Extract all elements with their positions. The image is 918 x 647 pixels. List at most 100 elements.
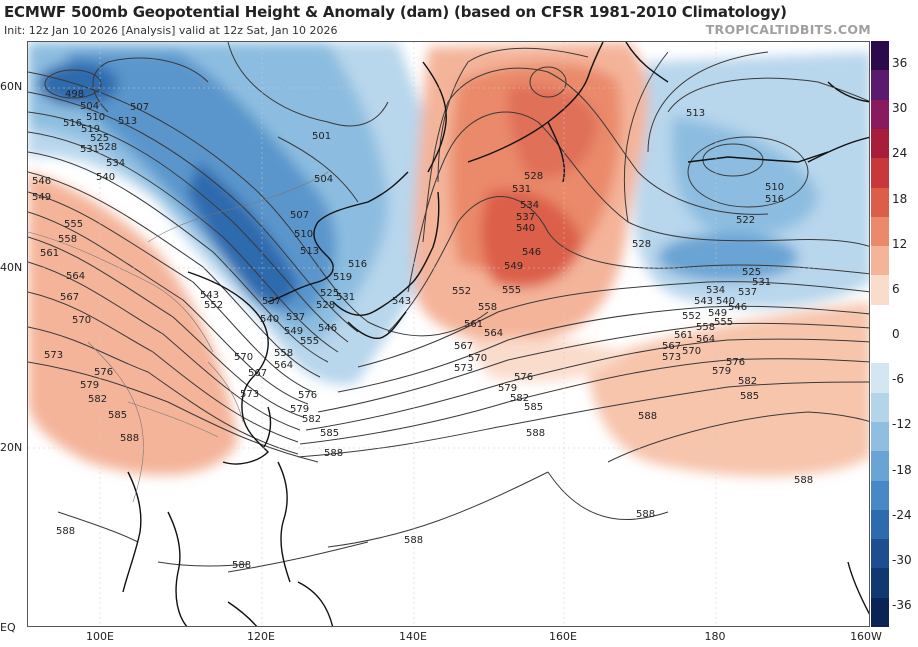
colorbar-segment: [871, 421, 889, 452]
coastlines: [122, 42, 869, 626]
contour-label: 570: [234, 352, 253, 363]
colorbar-segment: [871, 187, 889, 218]
border-line: [127, 401, 219, 438]
contour-label: 573: [44, 350, 63, 361]
contour-label: 561: [674, 330, 693, 341]
contour-line: [28, 326, 299, 455]
contour-label: 498: [65, 89, 84, 100]
contour-label: 510: [765, 182, 784, 193]
contour-label: 588: [636, 509, 655, 520]
contour-label: 531: [336, 292, 355, 303]
lat-label-40n: 40N: [0, 261, 23, 274]
contour-label: 540: [516, 223, 535, 234]
colorbar-tick-label: 18: [892, 191, 908, 206]
contour-label: 573: [454, 363, 473, 374]
contour-label: 522: [736, 215, 755, 226]
colorbar-segment: [871, 158, 889, 188]
colorbar-segment: [871, 568, 889, 599]
colorbar-segment: [871, 451, 889, 481]
lon-label-120e: 120E: [247, 630, 275, 643]
contour-label: 564: [696, 334, 715, 345]
contour-label: 534: [706, 285, 725, 296]
colorbar-tick-label: 6: [892, 281, 900, 296]
colorbar-tick-label: -36: [892, 598, 912, 612]
contour-label: 543: [200, 290, 219, 301]
colorbar-segment: [871, 392, 889, 423]
border-line: [87, 341, 144, 503]
contour-line: [227, 541, 369, 573]
coastline: [347, 311, 407, 339]
contour-label: 588: [56, 526, 75, 537]
contour-label: 570: [682, 346, 701, 357]
colorbar-segment: [871, 597, 889, 628]
contour-line: [57, 511, 139, 543]
contour-label: 588: [638, 411, 657, 422]
contour-label: 537: [286, 312, 305, 323]
contour-label: 525: [320, 288, 339, 299]
contour-label: 537: [262, 296, 281, 307]
colorbar-tick-label: 24: [892, 146, 908, 161]
contour-line: [28, 171, 321, 378]
contour-line: [337, 305, 869, 393]
contour-label: 537: [516, 212, 535, 223]
contour-line: [28, 236, 304, 418]
coastline: [227, 601, 258, 626]
strong-cool-anomaly-area: [38, 62, 118, 106]
map-panel[interactable]: 498 504 510 516 519 525 531 528 534 540 …: [27, 41, 870, 627]
contour-label: 555: [502, 285, 521, 296]
colorbar-segment: [871, 275, 889, 306]
border-line: [207, 361, 244, 423]
contour-label: 579: [80, 380, 99, 391]
contour-label: 516: [765, 194, 784, 205]
colorbar-segment: [871, 216, 889, 247]
contour-label: 585: [524, 402, 543, 413]
contour-label: 570: [72, 315, 91, 326]
lat-lon-grid: [28, 42, 869, 626]
lon-label-160e: 160E: [549, 630, 577, 643]
site-watermark[interactable]: TROPICALTIDBITS.COM: [705, 22, 871, 37]
contour-line: [667, 77, 869, 113]
contour-label: 504: [314, 174, 333, 185]
contour-line: [687, 136, 809, 208]
contour-label: 561: [40, 248, 59, 259]
contour-label: 588: [526, 428, 545, 439]
contour-label: 513: [686, 108, 705, 119]
contour-line: [28, 91, 359, 333]
coastline: [422, 61, 447, 173]
border-line: [147, 171, 329, 243]
contour-label: 549: [32, 192, 51, 203]
contour-label: 549: [504, 261, 523, 272]
contour-line: [227, 42, 389, 127]
contour-label: 576: [726, 357, 745, 368]
coastline: [332, 191, 440, 316]
contour-label: 555: [64, 219, 83, 230]
colorbar-segment: [871, 304, 889, 335]
colorbar-tick-label: 0: [892, 327, 900, 341]
contour-line: [317, 322, 869, 413]
contour-label: 582: [302, 414, 321, 425]
colorbar-segment: [871, 246, 889, 276]
colorbar-segment: [871, 480, 889, 511]
anomaly-shading: [28, 42, 869, 477]
contour-label: 558: [478, 302, 497, 313]
contour-line: [277, 136, 359, 203]
contour-label: 525: [90, 133, 109, 144]
contour-label: 582: [510, 393, 529, 404]
contour-line: [28, 291, 299, 443]
contour-line: [647, 51, 769, 153]
contour-line: [607, 411, 869, 463]
contour-label: 588: [232, 560, 251, 571]
colorbar-tick-label: -6: [892, 372, 904, 387]
coastline: [122, 471, 142, 593]
contour-label: 540: [96, 172, 115, 183]
contour-label: 558: [274, 348, 293, 359]
contour-label: 540: [260, 314, 279, 325]
contour-label: 588: [794, 475, 813, 486]
contour-label: 558: [58, 234, 77, 245]
colorbar-segment: [871, 128, 889, 159]
coastline: [263, 406, 272, 448]
lat-label-20n: 20N: [0, 441, 23, 454]
contour-label: 540: [716, 296, 735, 307]
contour-line: [297, 381, 869, 458]
coastline: [297, 581, 334, 626]
